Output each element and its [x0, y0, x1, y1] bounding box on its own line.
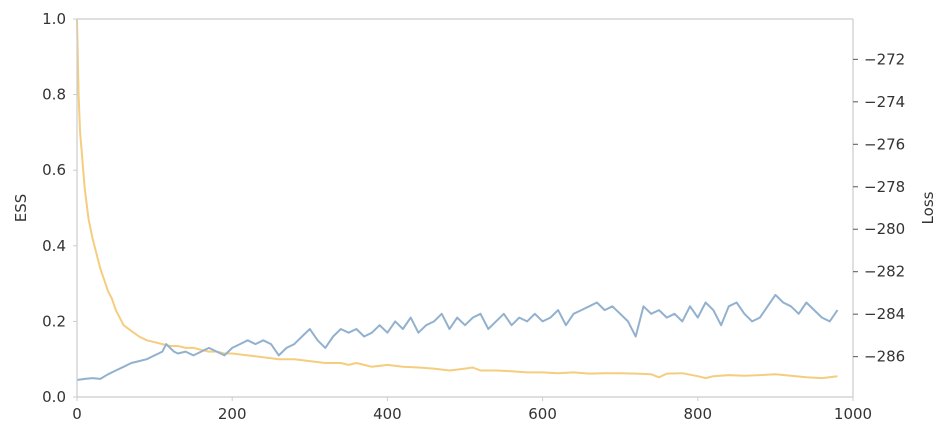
series-line-1 — [76, 18, 838, 380]
right-tick-label: −282 — [864, 263, 905, 281]
x-tick-label: 600 — [528, 405, 557, 423]
x-tick-label: 800 — [683, 405, 712, 423]
x-tick-label: 0 — [72, 405, 82, 423]
left-tick-label: 0.0 — [42, 388, 66, 406]
left-tick-label: 1.0 — [42, 10, 66, 28]
right-axis-label: Loss — [919, 191, 937, 224]
left-tick-label: 0.2 — [42, 312, 66, 330]
right-tick-label: −284 — [864, 305, 905, 323]
right-tick-label: −286 — [864, 348, 905, 366]
right-tick-label: −278 — [864, 178, 905, 196]
right-tick-label: −276 — [864, 135, 905, 153]
series-line-2 — [76, 293, 839, 381]
x-tick-label: 400 — [373, 405, 402, 423]
left-tick-label: 0.4 — [42, 237, 66, 255]
right-tick-label: −280 — [864, 220, 905, 238]
right-tick-label: −272 — [864, 50, 905, 68]
x-tick-label: 200 — [218, 405, 247, 423]
left-tick-label: 0.6 — [42, 161, 66, 179]
right-tick-label: −274 — [864, 93, 905, 111]
left-tick-label: 0.8 — [42, 86, 66, 104]
x-tick-label: 1000 — [834, 405, 872, 423]
left-axis-label: ESS — [12, 194, 30, 223]
